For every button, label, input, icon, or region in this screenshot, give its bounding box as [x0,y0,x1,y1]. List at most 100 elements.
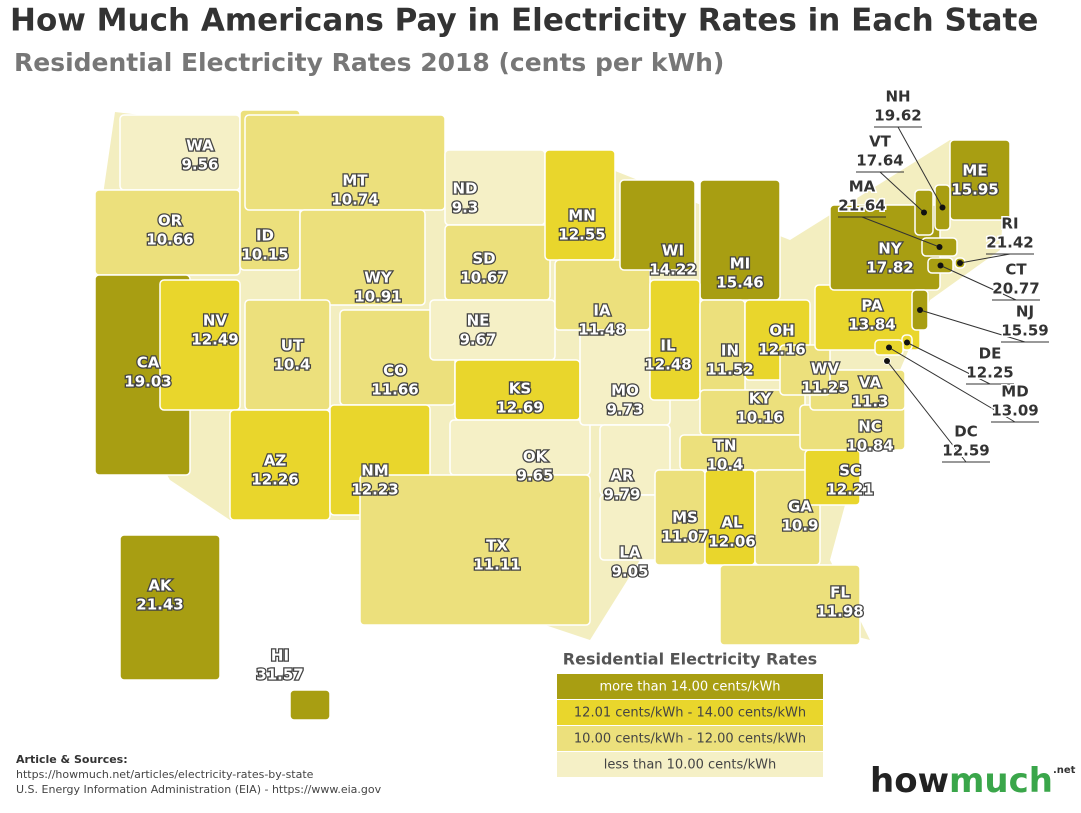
state-abbr: WA [186,137,214,155]
state-abbr: MN [568,207,595,225]
state-abbr: KY [749,390,773,408]
state [619,179,696,271]
legend-label: 10.00 cents/kWh - 12.00 cents/kWh [574,732,806,747]
state-value: 12.59 [942,442,989,460]
state-abbr: ME [962,162,987,180]
state-value: 12.06 [708,533,755,551]
state-value: 11.48 [578,321,625,339]
state-abbr: ND [452,180,477,198]
state-value: 10.91 [354,288,401,306]
leader-line [940,265,1017,301]
state-value: 15.59 [1001,322,1048,340]
state-abbr: MA [849,178,876,196]
leader-dot [921,209,927,216]
state-abbr: NC [858,418,882,436]
state-value: 9.3 [452,199,479,217]
state-abbr: KS [509,380,531,398]
leader-dot [939,204,946,211]
sources-heading: Article & Sources: [16,753,128,766]
leader-dot [957,260,963,266]
state-value: 21.64 [838,197,885,215]
state [444,224,551,301]
state-value: 20.77 [992,280,1039,298]
state-abbr: NV [203,312,228,330]
states [94,109,1011,721]
state-value: 10.15 [241,246,288,264]
state-abbr: CT [1005,261,1027,279]
state-value: 17.64 [856,152,903,170]
leader-line [886,360,967,463]
logo-suffix: .net [1053,765,1076,776]
state-value: 19.03 [124,373,171,391]
state-value: 11.25 [801,379,848,397]
logo-accent: much [949,761,1053,801]
state-abbr: IA [593,302,611,320]
leader-line [959,253,1011,264]
state-abbr: NE [467,312,490,330]
state-abbr: DC [954,423,977,441]
state-value: 12.49 [191,331,238,349]
state-abbr: CO [383,362,407,380]
state-abbr: MT [342,172,368,190]
leader-line [897,126,943,208]
title: How Much Americans Pay in Electricity Ra… [10,3,1038,39]
state-abbr: AK [148,577,173,595]
leader-dot [917,307,923,313]
state-abbr: FL [830,584,850,602]
state-value: 15.46 [716,274,763,292]
state [779,344,831,396]
state [299,209,426,306]
state-abbr: PA [861,297,883,315]
state-value: 12.25 [966,364,1013,382]
state-value: 10.9 [781,517,818,535]
state-abbr: MS [672,509,698,527]
leader-dot [884,358,890,364]
leader-line [861,216,940,248]
state-abbr: WY [364,269,393,287]
leader-dot [936,244,943,250]
state-abbr: VA [859,374,882,392]
state-abbr: OH [769,322,794,340]
leader-line [879,171,925,213]
state-abbr: AR [610,467,634,485]
legend-title-bg [557,648,823,674]
legend-swatch [557,674,823,699]
state-value: 10.66 [146,231,193,249]
state-value: 10.74 [331,191,378,209]
state-value: 12.69 [496,399,543,417]
state-abbr: NY [878,240,903,258]
leader-dot [904,339,910,346]
state-abbr: HI [271,647,289,665]
state-value: 19.62 [874,107,921,125]
leader-line [919,309,1026,343]
state [949,139,1011,221]
state-abbr: WV [811,360,840,378]
state-abbr: TX [486,537,508,555]
legend-label: 12.01 cents/kWh - 14.00 cents/kWh [574,706,806,721]
state-value: 11.98 [816,603,863,621]
logo: howmuch.net [870,761,1076,801]
state-value: 21.42 [986,234,1033,252]
legend-label: less than 10.00 cents/kWh [604,758,777,773]
legend-swatch [557,752,823,777]
state-value: 12.55 [558,226,605,244]
state-value: 9.67 [459,331,496,349]
legend-swatch [557,726,823,751]
subtitle: Residential Electricity Rates 2018 (cent… [14,48,724,77]
state-value: 10.4 [706,456,743,474]
state-abbr: MI [730,255,751,273]
state-value: 12.16 [758,341,805,359]
state-abbr: RI [1001,215,1018,233]
leader-line [906,342,991,385]
state-abbr: OR [158,212,183,230]
state-value: 10.16 [736,409,783,427]
leader-line [888,347,1016,423]
leader-dot [937,262,944,269]
state-abbr: ID [256,227,274,245]
state-value: 12.21 [826,481,873,499]
legend-title: Residential Electricity Rates [563,650,817,669]
state-abbr: SC [839,462,861,480]
state-value: 12.23 [351,481,398,499]
